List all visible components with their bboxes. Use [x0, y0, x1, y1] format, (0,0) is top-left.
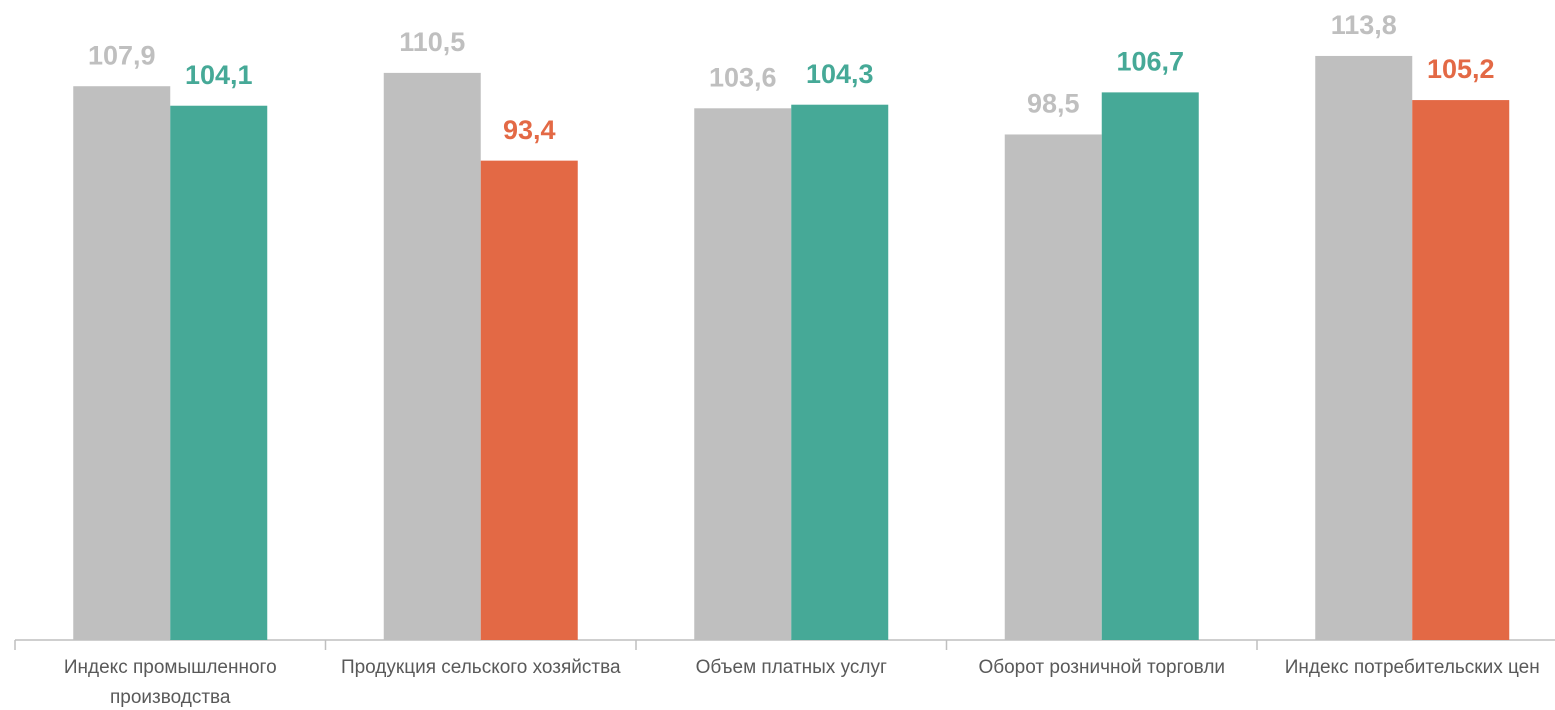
data-label: 113,8 [1331, 10, 1397, 40]
data-label: 98,5 [1027, 89, 1080, 119]
data-label: 93,4 [503, 115, 556, 145]
bar [480, 160, 578, 640]
x-tick-label: Объем платных услуг [695, 657, 887, 678]
bar [1412, 100, 1510, 640]
data-label: 104,3 [806, 59, 874, 89]
x-tick-label: Индекс потребительских цен [1284, 657, 1540, 678]
bar [1315, 55, 1413, 640]
data-label: 105,2 [1427, 54, 1495, 84]
bar [383, 72, 481, 640]
bar [73, 86, 171, 640]
bar [1004, 134, 1102, 640]
data-label: 103,6 [709, 62, 777, 92]
x-tick-label: Оборот розничной торговли [978, 657, 1226, 678]
bar [1101, 92, 1199, 640]
x-tick-label: Индекс промышленного производства [63, 657, 277, 708]
data-label: 110,5 [399, 27, 465, 57]
x-tick-label: Продукция сельского хозяйства [340, 657, 621, 678]
data-label: 104,1 [185, 60, 253, 90]
data-label: 106,7 [1116, 47, 1184, 77]
data-label: 107,9 [88, 40, 156, 70]
bar [694, 108, 792, 641]
bar [791, 104, 889, 640]
bar [170, 105, 268, 641]
